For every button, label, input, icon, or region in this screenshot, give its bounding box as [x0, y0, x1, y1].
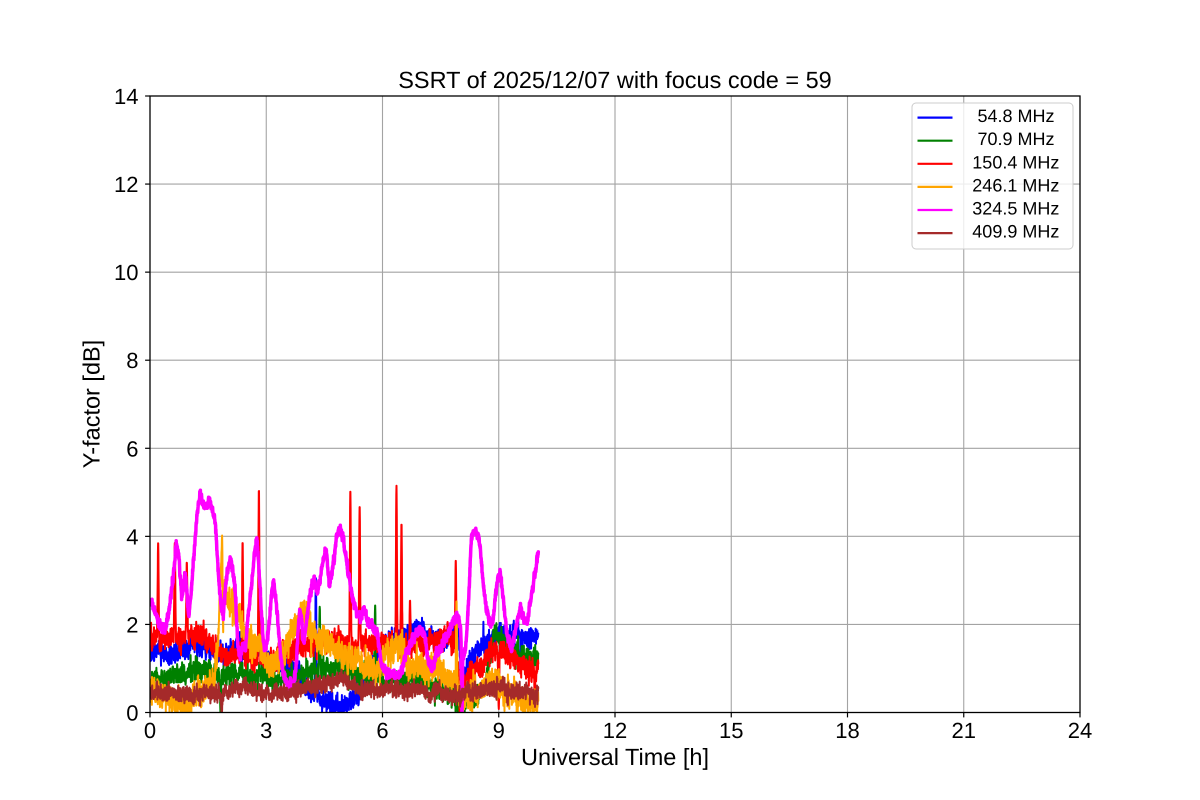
svg-text:15: 15 [719, 718, 743, 743]
svg-text:54.8 MHz: 54.8 MHz [978, 106, 1055, 126]
svg-text:4: 4 [126, 524, 138, 549]
svg-text:150.4 MHz: 150.4 MHz [972, 152, 1059, 172]
svg-text:24: 24 [1068, 718, 1092, 743]
svg-text:12: 12 [114, 172, 138, 197]
svg-text:409.9 MHz: 409.9 MHz [972, 222, 1059, 242]
svg-text:2: 2 [126, 612, 138, 637]
svg-text:0: 0 [126, 701, 138, 726]
svg-text:8: 8 [126, 348, 138, 373]
svg-text:12: 12 [603, 718, 627, 743]
svg-text:10: 10 [114, 260, 138, 285]
svg-text:324.5 MHz: 324.5 MHz [972, 199, 1059, 219]
svg-text:14: 14 [114, 84, 138, 109]
svg-text:9: 9 [493, 718, 505, 743]
svg-text:70.9 MHz: 70.9 MHz [978, 129, 1055, 149]
svg-text:21: 21 [952, 718, 976, 743]
svg-text:Y-factor [dB]: Y-factor [dB] [79, 340, 105, 468]
svg-text:3: 3 [260, 718, 272, 743]
svg-text:0: 0 [144, 718, 156, 743]
svg-text:246.1 MHz: 246.1 MHz [972, 175, 1059, 195]
svg-text:Universal Time [h]: Universal Time [h] [521, 744, 709, 770]
svg-text:18: 18 [835, 718, 859, 743]
svg-text:6: 6 [126, 436, 138, 461]
svg-text:SSRT of 2025/12/07 with focus: SSRT of 2025/12/07 with focus code = 59 [398, 67, 832, 93]
svg-text:6: 6 [376, 718, 388, 743]
